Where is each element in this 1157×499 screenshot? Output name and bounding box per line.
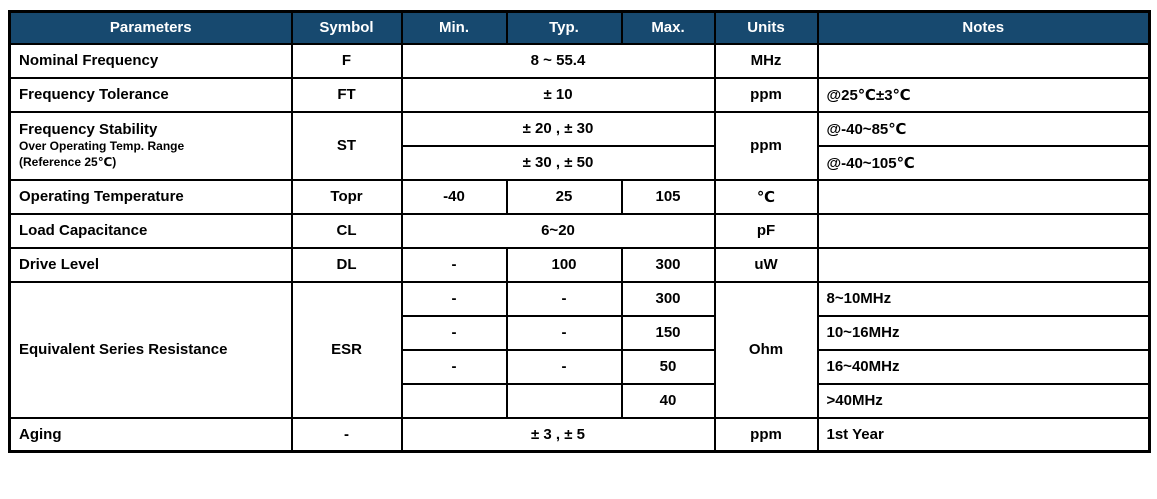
row-frequency-tolerance: Frequency Tolerance FT ± 10 ppm @25℃±3℃ <box>8 76 1151 113</box>
row-load-capacitance: Load Capacitance CL 6~20 pF <box>8 212 1151 249</box>
esr-min-cell-2: - <box>400 314 508 351</box>
drive-level-param-cell: Drive Level <box>8 246 293 283</box>
esr-typ-cell-2: - <box>505 314 623 351</box>
esr-min-cell-3: - <box>400 348 508 385</box>
esr-max-cell-3: 50 <box>620 348 716 385</box>
header-typ: Typ. <box>505 10 623 45</box>
esr-max-cell-2: 150 <box>620 314 716 351</box>
load-capacitance-units-cell: pF <box>713 212 819 249</box>
drive-level-notes-cell <box>816 246 1151 283</box>
frequency-tolerance-symbol-cell: FT <box>290 76 403 113</box>
operating-temperature-units-cell: ℃ <box>713 178 819 215</box>
esr-notes-cell-1: 8~10MHz <box>816 280 1151 317</box>
operating-temperature-notes-cell <box>816 178 1151 215</box>
load-capacitance-symbol-cell: CL <box>290 212 403 249</box>
esr-units-cell: Ohm <box>713 280 819 419</box>
frequency-tolerance-value-cell: ± 10 <box>400 76 716 113</box>
drive-level-symbol-cell: DL <box>290 246 403 283</box>
frequency-stability-symbol-cell: ST <box>290 110 403 181</box>
aging-param-cell: Aging <box>8 416 293 453</box>
header-max: Max. <box>620 10 716 45</box>
frequency-stability-subtitle: Over Operating Temp. Range <box>19 139 185 154</box>
operating-temperature-typ-cell: 25 <box>505 178 623 215</box>
esr-min-cell-4 <box>400 382 508 419</box>
load-capacitance-value-cell: 6~20 <box>400 212 716 249</box>
header-min: Min. <box>400 10 508 45</box>
row-esr-4: 40 >40MHz <box>10 382 1151 419</box>
header-parameters: Parameters <box>8 10 293 45</box>
header-notes: Notes <box>816 10 1151 45</box>
esr-typ-cell-3: - <box>505 348 623 385</box>
esr-max-cell-4: 40 <box>620 382 716 419</box>
nominal-frequency-value-cell: 8 ~ 55.4 <box>400 42 716 79</box>
frequency-stability-value-cell-1: ± 20 , ± 30 <box>400 110 716 147</box>
frequency-tolerance-param-cell: Frequency Tolerance <box>8 76 293 113</box>
operating-temperature-min-cell: -40 <box>400 178 508 215</box>
header-symbol: Symbol <box>290 10 403 45</box>
esr-symbol-cell: ESR <box>290 280 403 419</box>
header-row: Parameters Symbol Min. Typ. Max. Units N… <box>8 10 1151 45</box>
frequency-stability-notes-cell-1: @-40~85℃ <box>816 110 1151 147</box>
aging-notes-cell: 1st Year <box>816 416 1151 453</box>
row-operating-temperature: Operating Temperature Topr -40 25 105 ℃ <box>8 178 1151 215</box>
row-esr-3: - - 50 16~40MHz <box>10 348 1151 385</box>
operating-temperature-max-cell: 105 <box>620 178 716 215</box>
row-esr-1: Equivalent Series Resistance ESR - - 300… <box>8 280 1151 419</box>
row-frequency-stability-2: ± 30 , ± 50 @-40~105℃ <box>10 144 1151 181</box>
header-units: Units <box>713 10 819 45</box>
frequency-stability-value-cell-2: ± 30 , ± 50 <box>400 144 716 181</box>
row-nominal-frequency: Nominal Frequency F 8 ~ 55.4 MHz <box>8 42 1151 79</box>
esr-notes-cell-3: 16~40MHz <box>816 348 1151 385</box>
nominal-frequency-symbol-cell: F <box>290 42 403 79</box>
row-esr-2: - - 150 10~16MHz <box>10 314 1151 351</box>
frequency-stability-notes-cell-2: @-40~105℃ <box>816 144 1151 181</box>
frequency-stability-param-cell: Frequency Stability Over Operating Temp.… <box>8 110 293 181</box>
row-drive-level: Drive Level DL - 100 300 uW <box>8 246 1151 283</box>
frequency-stability-units-cell: ppm <box>713 110 819 181</box>
frequency-stability-reference: (Reference 25℃) <box>19 154 117 169</box>
esr-typ-cell-4 <box>505 382 623 419</box>
operating-temperature-symbol-cell: Topr <box>290 178 403 215</box>
frequency-stability-title: Frequency Stability <box>19 120 158 138</box>
nominal-frequency-notes-cell <box>816 42 1151 79</box>
row-frequency-stability-1: Frequency Stability Over Operating Temp.… <box>8 110 1151 181</box>
drive-level-max-cell: 300 <box>620 246 716 283</box>
esr-min-cell-1: - <box>400 280 508 317</box>
load-capacitance-notes-cell <box>816 212 1151 249</box>
aging-units-cell: ppm <box>713 416 819 453</box>
esr-notes-cell-2: 10~16MHz <box>816 314 1151 351</box>
drive-level-units-cell: uW <box>713 246 819 283</box>
esr-param-cell: Equivalent Series Resistance <box>8 280 293 419</box>
esr-notes-cell-4: >40MHz <box>816 382 1151 419</box>
spec-table: Parameters Symbol Min. Typ. Max. Units N… <box>8 10 1151 453</box>
esr-max-cell-1: 300 <box>620 280 716 317</box>
frequency-tolerance-units-cell: ppm <box>713 76 819 113</box>
row-aging: Aging - ± 3 , ± 5 ppm 1st Year <box>8 416 1151 453</box>
drive-level-typ-cell: 100 <box>505 246 623 283</box>
esr-typ-cell-1: - <box>505 280 623 317</box>
frequency-tolerance-notes-cell: @25℃±3℃ <box>816 76 1151 113</box>
nominal-frequency-units-cell: MHz <box>713 42 819 79</box>
aging-value-cell: ± 3 , ± 5 <box>400 416 716 453</box>
load-capacitance-param-cell: Load Capacitance <box>8 212 293 249</box>
operating-temperature-param-cell: Operating Temperature <box>8 178 293 215</box>
drive-level-min-cell: - <box>400 246 508 283</box>
aging-symbol-cell: - <box>290 416 403 453</box>
nominal-frequency-param-cell: Nominal Frequency <box>8 42 293 79</box>
